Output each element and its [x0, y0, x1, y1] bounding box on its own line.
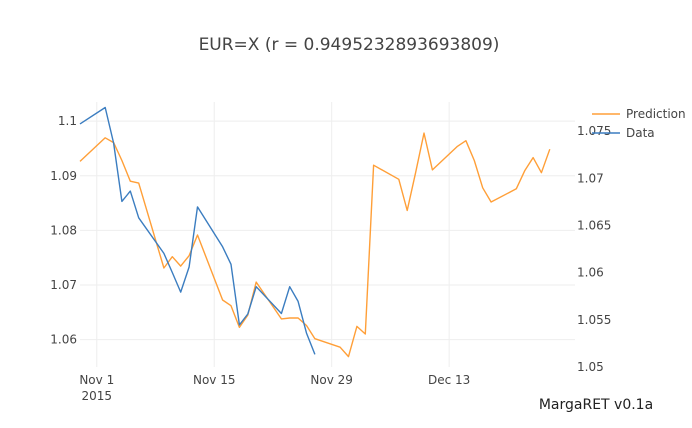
y-right-tick-label: 1.055: [577, 313, 611, 327]
y-right-tick-label: 1.07: [577, 171, 604, 185]
y-left-tick-label: 1.07: [50, 278, 77, 292]
y-right-tick-label: 1.06: [577, 266, 604, 280]
x-tick-label: Nov 29: [310, 373, 353, 387]
legend-label: Data: [626, 126, 655, 140]
legend-item-prediction[interactable]: Prediction: [592, 107, 686, 121]
legend[interactable]: Prediction Data: [592, 107, 686, 140]
y-right-tick-label: 1.05: [577, 360, 604, 374]
legend-item-data[interactable]: Data: [592, 126, 655, 140]
x-tick-sublabel: 2015: [82, 389, 113, 403]
series-line-prediction: [79, 132, 551, 358]
axis-layer: Nov 1 2015 Nov 15 Nov 29 Dec 13 1.06 1.07 1.08 1…: [50, 114, 611, 403]
x-tick-label: Nov 1: [79, 373, 114, 387]
x-tick-label: Nov 15: [193, 373, 236, 387]
footer-label: MargaRET v0.1a: [539, 397, 653, 413]
y-right-tick-label: 1.065: [577, 219, 611, 233]
y-left-tick-label: 1.08: [50, 223, 77, 237]
chart-title: EUR=X (r = 0.9495232893693809): [199, 35, 500, 55]
series-line-data: [79, 106, 316, 355]
y-left-tick-label: 1.1: [58, 114, 77, 128]
y-left-tick-label: 1.09: [50, 169, 77, 183]
series-layer: [79, 106, 551, 358]
y-right-tick-label: 1.075: [577, 124, 611, 138]
x-tick-label: Dec 13: [428, 373, 470, 387]
legend-label: Prediction: [626, 107, 686, 121]
y-left-tick-label: 1.06: [50, 333, 77, 347]
